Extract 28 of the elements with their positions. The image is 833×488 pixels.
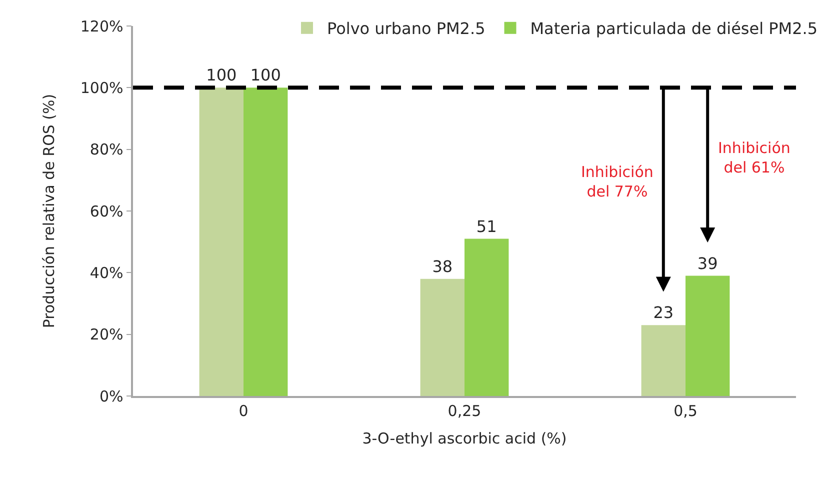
y-tick-label: 0% [99, 387, 124, 406]
bar [641, 325, 686, 396]
data-label: 51 [476, 216, 497, 236]
y-tick-label: 20% [90, 326, 124, 344]
y-tick-label: 40% [90, 264, 124, 282]
annotation: Inhibición del 77% [581, 163, 654, 200]
legend-label: Polvo urbano PM2.5 [327, 19, 486, 38]
bar [199, 88, 244, 396]
legend-label: Materia particulada de diésel PM2.5 [530, 19, 818, 38]
data-label: 23 [653, 303, 674, 322]
bar [420, 278, 464, 396]
x-axis-title: 3-O-ethyl ascorbic acid (%) [362, 429, 567, 448]
y-axis-title: Producción relativa de ROS (%) [40, 94, 58, 328]
x-tick-label: 0,25 [448, 402, 482, 420]
x-tick-label: 0 [238, 402, 248, 420]
data-label: 100 [250, 66, 281, 85]
data-label: 38 [432, 256, 453, 276]
bar [464, 238, 509, 396]
bar [686, 276, 730, 396]
y-tick-label: 120% [80, 17, 124, 36]
data-label: 39 [697, 254, 718, 273]
y-tick-label: 80% [90, 140, 124, 159]
annotation: Inhibición del 61% [718, 139, 790, 176]
x-tick-label: 0,5 [674, 402, 698, 420]
y-tick-label: 60% [90, 202, 124, 220]
y-tick-label: 100% [80, 78, 124, 97]
bar [244, 88, 288, 396]
data-label: 100 [206, 66, 237, 85]
